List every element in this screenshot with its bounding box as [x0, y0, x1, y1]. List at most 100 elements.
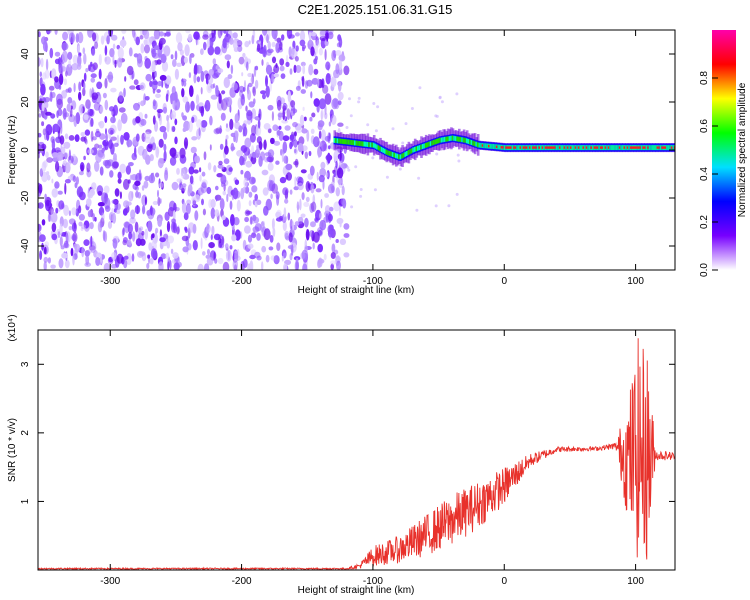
noise-speckle [209, 115, 213, 126]
noise-speckle [97, 190, 103, 196]
noise-speckle [294, 260, 299, 270]
noise-speckle [283, 263, 288, 270]
ridge-band-inner [669, 145, 672, 151]
noise-speckle [122, 227, 125, 236]
ridge-band-inner [360, 141, 363, 147]
noise-speckle [187, 184, 193, 194]
ridge-band-inner [413, 146, 417, 152]
ridge-band-inner [667, 145, 671, 151]
ridge-band-inner [390, 151, 393, 157]
noise-speckle [109, 170, 114, 178]
spectrogram-x-tick-label: 0 [501, 276, 507, 287]
figure-title: C2E1.2025.151.06.31.G15 [298, 2, 453, 17]
noise-speckle [110, 116, 116, 124]
noise-speckle [166, 241, 170, 249]
ridge-band-inner [573, 145, 576, 151]
noise-speckle [57, 190, 63, 195]
noise-speckle [98, 54, 102, 66]
ridge-band-inner [363, 141, 367, 147]
ridge-peak [574, 146, 578, 149]
noise-speckle [325, 73, 331, 85]
ridge-band-inner [402, 152, 406, 158]
noise-speckle [162, 106, 168, 114]
noise-speckle [201, 179, 208, 187]
noise-speckle [159, 37, 166, 45]
noise-speckle [39, 234, 46, 243]
noise-speckle [94, 143, 100, 149]
noise-speckle [312, 242, 315, 250]
noise-speckle [339, 238, 347, 245]
noise-speckle [83, 53, 87, 65]
noise-speckle [194, 155, 201, 164]
ridge-peak [533, 146, 537, 149]
noise-speckle [86, 162, 91, 173]
noise-speckle [293, 161, 299, 166]
noise-speckle [303, 116, 307, 122]
noise-speckle [104, 116, 108, 123]
noise-speckle [261, 261, 264, 270]
ridge-band-inner [610, 145, 614, 151]
noise-speckle [44, 241, 49, 248]
faint-speckle [455, 192, 459, 196]
noise-speckle [343, 233, 350, 238]
noise-speckle [184, 226, 188, 231]
noise-speckle [337, 122, 344, 127]
noise-speckle [94, 130, 101, 138]
noise-speckle [301, 249, 309, 261]
noise-speckle [127, 179, 131, 184]
noise-speckle [343, 252, 350, 258]
ridge-peak [551, 146, 554, 149]
noise-speckle [51, 208, 54, 217]
noise-speckle [293, 139, 298, 148]
noise-speckle [207, 248, 210, 256]
noise-speckle [315, 188, 322, 193]
colorbar-tick-label: 0.2 [699, 215, 710, 229]
noise-speckle [230, 214, 235, 226]
noise-speckle [182, 115, 188, 121]
noise-speckle [232, 259, 238, 270]
noise-speckle [328, 121, 332, 127]
noise-speckle [246, 61, 249, 71]
ridge-band-inner [625, 145, 628, 151]
colorbar-tick-label: 0.8 [699, 71, 710, 85]
noise-speckle [232, 187, 239, 200]
faint-speckle [345, 126, 349, 129]
noise-speckle [219, 198, 225, 211]
noise-speckle [248, 101, 255, 108]
noise-speckle [55, 161, 60, 173]
ridge-band-inner [428, 141, 431, 147]
noise-speckle [208, 69, 215, 76]
ridge-band-inner [469, 139, 472, 145]
noise-speckle [146, 144, 153, 153]
noise-speckle [159, 125, 167, 133]
noise-speckle [101, 212, 105, 222]
noise-speckle [196, 76, 201, 83]
ridge-band-inner [517, 145, 521, 151]
noise-speckle [163, 131, 168, 140]
noise-speckle [288, 46, 292, 57]
noise-speckle [218, 93, 222, 104]
noise-speckle [272, 124, 279, 131]
ridge-peak [544, 146, 548, 149]
noise-speckle [91, 136, 97, 141]
noise-speckle [214, 46, 221, 55]
noise-speckle [127, 162, 134, 167]
noise-speckle [83, 239, 90, 247]
ridge-band-inner [459, 136, 463, 142]
noise-speckle [210, 84, 215, 89]
noise-speckle [121, 30, 127, 34]
ridge-band-inner [587, 145, 590, 151]
noise-speckle [258, 113, 261, 118]
noise-speckle [123, 221, 131, 228]
noise-speckle [229, 118, 234, 130]
noise-speckle [254, 193, 258, 201]
ridge-band-inner [385, 149, 389, 155]
ridge-peak [629, 146, 633, 149]
noise-speckle [58, 200, 65, 210]
ridge-band-inner [335, 138, 338, 144]
noise-speckle [302, 64, 306, 75]
noise-speckle [199, 174, 202, 182]
ridge-peak [582, 146, 586, 149]
noise-speckle [47, 257, 52, 264]
noise-speckle [219, 143, 224, 150]
